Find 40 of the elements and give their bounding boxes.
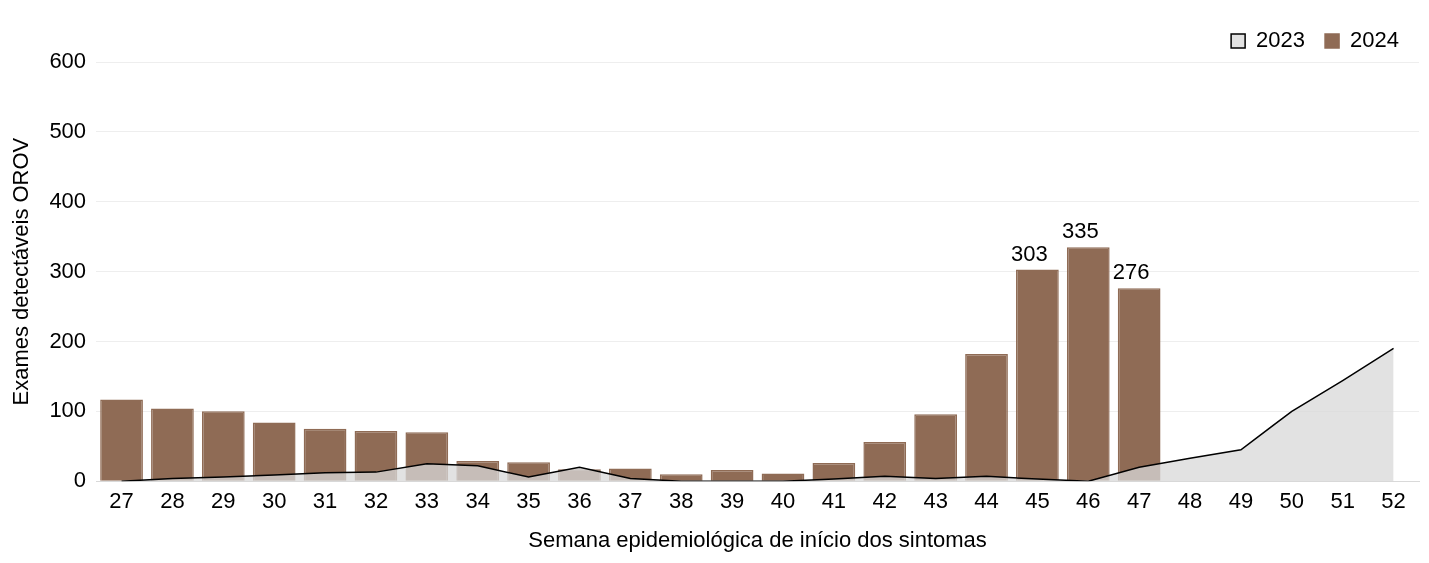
x-tick-label: 47 (1126, 488, 1152, 514)
x-tick-label: 44 (974, 488, 999, 514)
y-tick-label: 300 (49, 257, 87, 283)
x-tick-label: 39 (719, 488, 745, 514)
x-tick-label: 46 (1076, 488, 1101, 514)
x-tick-label: 36 (567, 488, 592, 514)
data-label: 335 (1061, 218, 1099, 244)
x-tick-label: 30 (261, 488, 287, 514)
y-tick-label: 0 (73, 467, 87, 493)
x-tick-label: 50 (1279, 488, 1305, 514)
y-tick-label: 600 (49, 48, 87, 74)
y-tick-label: 400 (49, 187, 87, 213)
x-tick-label: 32 (363, 488, 389, 514)
x-tick-label: 43 (923, 488, 948, 514)
x-tick-label: 51 (1330, 488, 1355, 514)
x-tick-label: 40 (770, 488, 796, 514)
y-tick-label: 100 (49, 397, 87, 423)
x-axis-title: Semana epidemiológica de início dos sintomas (528, 526, 987, 552)
legend-label: 2023 (1256, 27, 1306, 53)
x-tick-label: 42 (872, 488, 897, 514)
legend-label: 2024 (1350, 27, 1400, 53)
y-tick-label: 200 (49, 327, 87, 353)
x-tick-label: 38 (668, 488, 694, 514)
data-label: 303 (1011, 240, 1048, 266)
x-tick-label: 52 (1381, 488, 1406, 514)
x-tick-label: 37 (618, 488, 643, 514)
x-tick-label: 31 (312, 488, 338, 514)
x-tick-label: 45 (1025, 488, 1050, 514)
data-label: 276 (1112, 259, 1150, 285)
x-tick-label: 35 (516, 488, 541, 514)
x-tick-label: 41 (821, 488, 847, 514)
y-axis-title: Exames detectáveis OROV (8, 137, 34, 406)
x-tick-label: 33 (414, 488, 440, 514)
y-tick-label: 500 (49, 117, 87, 143)
x-tick-label: 34 (465, 488, 490, 514)
x-tick-label: 49 (1228, 488, 1254, 514)
x-tick-label: 27 (109, 488, 134, 514)
x-tick-label: 29 (211, 488, 236, 514)
x-tick-label: 48 (1177, 488, 1203, 514)
x-tick-label: 28 (160, 488, 185, 514)
